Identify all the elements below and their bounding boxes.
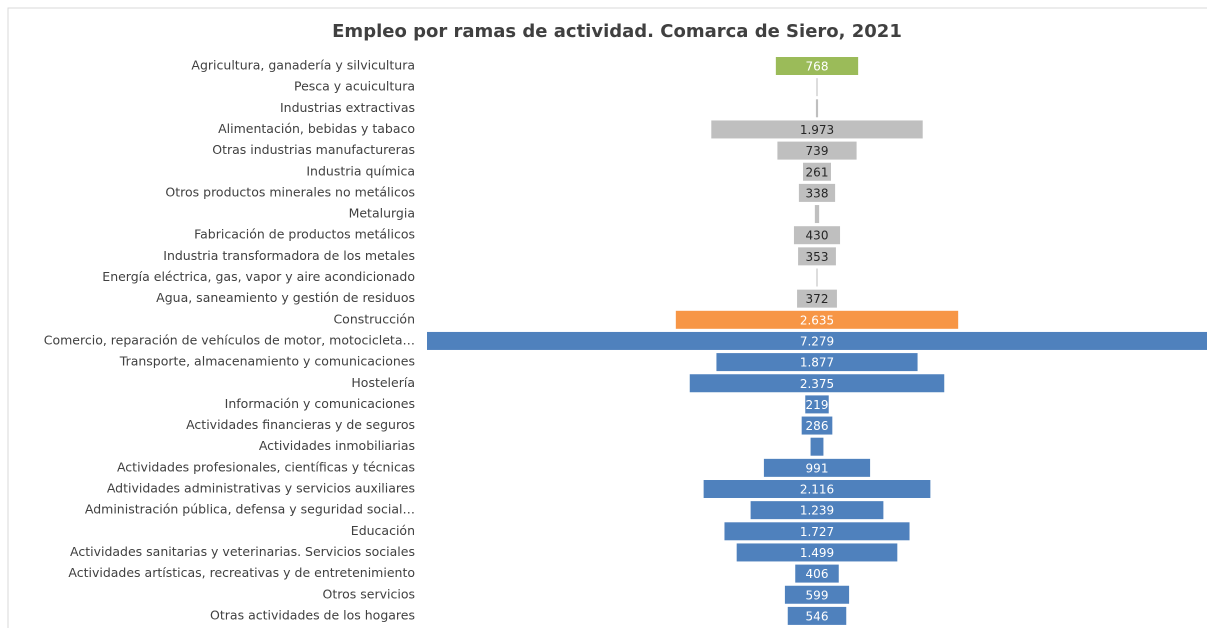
value-label: 7.279 xyxy=(800,334,834,348)
value-label: 219 xyxy=(806,398,829,412)
category-label: Industria transformadora de los metales xyxy=(163,248,415,263)
category-label: Fabricación de productos metálicos xyxy=(194,227,415,242)
category-label: Energía eléctrica, gas, vapor y aire aco… xyxy=(102,269,415,284)
value-label: 599 xyxy=(806,588,829,602)
bar xyxy=(814,205,820,224)
value-label: 286 xyxy=(806,419,829,433)
bar xyxy=(427,331,1207,350)
bar xyxy=(787,606,847,625)
bar xyxy=(801,416,833,435)
bar xyxy=(703,480,931,498)
category-label: Actividades inmobiliarias xyxy=(259,438,415,453)
value-label: 1.239 xyxy=(800,504,834,518)
bar xyxy=(797,289,837,308)
bar xyxy=(798,183,836,202)
bar xyxy=(798,247,836,266)
value-label: 739 xyxy=(806,144,829,158)
bar xyxy=(724,522,910,541)
bar xyxy=(816,268,818,287)
value-label: 1.727 xyxy=(800,525,834,539)
bar xyxy=(711,120,923,139)
value-label: 430 xyxy=(806,229,829,243)
value-label: 261 xyxy=(806,165,829,179)
category-label: Información y comunicaciones xyxy=(225,396,415,411)
category-label: Administración pública, defensa y seguri… xyxy=(85,502,415,517)
category-label: Pesca y acuicultura xyxy=(294,79,415,94)
value-label: 1.499 xyxy=(800,546,834,560)
bar xyxy=(777,141,857,160)
bar xyxy=(775,57,859,75)
bar xyxy=(689,374,945,393)
value-label: 768 xyxy=(806,60,829,74)
category-label: Otros productos minerales no metálicos xyxy=(165,184,415,199)
value-label: 2.635 xyxy=(800,313,834,327)
value-label: 2.375 xyxy=(800,377,834,391)
bar xyxy=(805,395,829,414)
category-label: Actividades financieras y de seguros xyxy=(186,417,415,432)
bar xyxy=(810,437,824,456)
category-label: Otras actividades de los hogares xyxy=(210,607,415,622)
bar xyxy=(763,458,871,477)
value-label: 338 xyxy=(806,186,829,200)
bar xyxy=(675,310,959,329)
bar xyxy=(716,353,918,372)
category-label: Otros servicios xyxy=(323,586,415,601)
bar xyxy=(816,78,818,97)
category-label: Actividades profesionales, científicas y… xyxy=(117,459,415,474)
chart-frame xyxy=(7,7,1207,628)
category-label: Hostelería xyxy=(351,375,415,390)
bar xyxy=(750,501,884,520)
chart-title: Empleo por ramas de actividad. Comarca d… xyxy=(332,21,902,42)
value-label: 372 xyxy=(806,292,829,306)
value-label: 991 xyxy=(806,461,829,475)
category-label: Transporte, almacenamiento y comunicacio… xyxy=(119,354,415,369)
category-label: Educación xyxy=(351,523,415,538)
category-label: Adtividades administrativas y servicios … xyxy=(107,481,415,496)
category-label: Industrias extractivas xyxy=(280,100,415,115)
category-label: Actividades artísticas, recreativas y de… xyxy=(68,565,415,580)
value-label: 406 xyxy=(806,567,829,581)
category-label: Otras industrias manufactureras xyxy=(212,142,415,157)
category-label: Agricultura, ganadería y silvicultura xyxy=(191,58,415,73)
category-label: Construcción xyxy=(333,311,415,326)
bar xyxy=(793,226,841,245)
bar xyxy=(803,162,831,181)
category-label: Industria química xyxy=(306,163,415,178)
category-label: Agua, saneamiento y gestión de residuos xyxy=(156,290,415,305)
value-label: 2.116 xyxy=(800,483,834,497)
value-label: 546 xyxy=(806,609,829,623)
category-label: Metalurgia xyxy=(349,206,415,221)
value-label: 1.877 xyxy=(800,356,834,370)
category-label: Comercio, reparación de vehículos de mot… xyxy=(44,332,415,347)
bar xyxy=(736,543,898,562)
bar xyxy=(784,585,850,604)
value-label: 353 xyxy=(806,250,829,264)
bar xyxy=(795,564,839,583)
category-label: Actividades sanitarias y veterinarias. S… xyxy=(70,544,415,559)
value-label: 1.973 xyxy=(800,123,834,137)
bar xyxy=(815,99,819,118)
category-label: Alimentación, bebidas y tabaco xyxy=(218,121,415,136)
